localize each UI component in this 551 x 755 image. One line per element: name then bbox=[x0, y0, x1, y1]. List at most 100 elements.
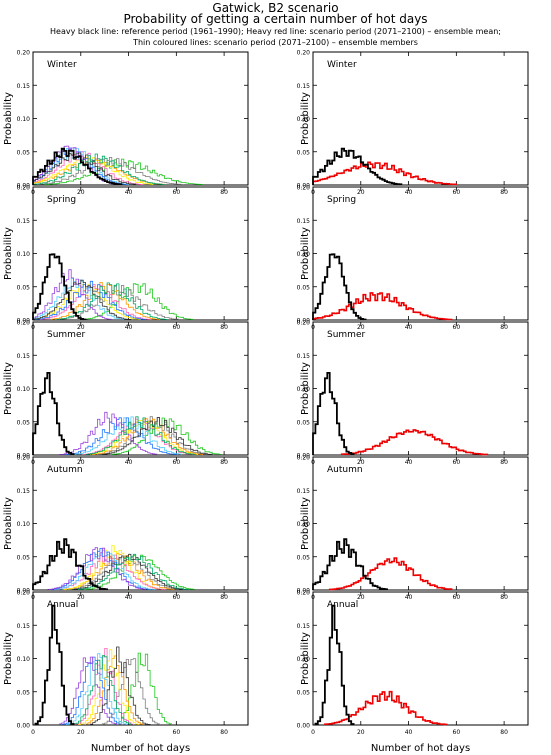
season-label: Autumn bbox=[47, 465, 83, 475]
x-tick-label: 80 bbox=[220, 729, 228, 736]
plot-frame bbox=[312, 186, 529, 321]
reference-series bbox=[312, 253, 367, 321]
y-tick-label: 0.00 bbox=[297, 318, 311, 325]
x-tick-label: 20 bbox=[357, 189, 365, 196]
y-tick-label: 0.20 bbox=[17, 50, 31, 57]
x-tick-label: 0 bbox=[311, 729, 315, 736]
member-series-10 bbox=[70, 655, 132, 725]
member-series-9 bbox=[89, 646, 151, 725]
y-tick-label: 0.20 bbox=[297, 185, 311, 192]
member-series-6 bbox=[73, 416, 182, 455]
y-tick-label: 0.00 bbox=[297, 453, 311, 460]
y-tick-label: 0.20 bbox=[17, 590, 31, 597]
x-tick-label: 80 bbox=[500, 189, 508, 196]
y-tick-label: 0.15 bbox=[17, 623, 31, 630]
member-series-3 bbox=[92, 418, 203, 455]
y-tick-label: 0.10 bbox=[297, 521, 311, 528]
member-series-5 bbox=[73, 648, 134, 725]
reference-series bbox=[312, 147, 403, 186]
y-tick-label: 0.10 bbox=[17, 386, 31, 393]
x-tick-label: 0 bbox=[31, 729, 35, 736]
y-axis-label: Probability bbox=[300, 362, 311, 415]
y-axis-label: Probability bbox=[300, 227, 311, 280]
x-tick-label: 80 bbox=[220, 459, 228, 466]
x-tick-label: 80 bbox=[220, 189, 228, 196]
member-series-10 bbox=[32, 153, 165, 185]
plot-frame bbox=[312, 51, 529, 186]
y-tick-label: 0.10 bbox=[17, 521, 31, 528]
y-tick-label: 0.10 bbox=[297, 656, 311, 663]
member-series-6 bbox=[66, 653, 127, 725]
x-tick-label: 40 bbox=[405, 729, 413, 736]
x-tick-label: 80 bbox=[500, 594, 508, 601]
y-tick-label: 0.15 bbox=[17, 488, 31, 495]
x-tick-label: 20 bbox=[77, 324, 85, 331]
panel-autumn-mean: 0.000.050.100.150.200 20 40 60 80AutumnProba… bbox=[297, 455, 529, 601]
y-axis-label: Probability bbox=[3, 227, 14, 280]
y-tick-label: 0.10 bbox=[17, 251, 31, 258]
member-series-2 bbox=[37, 157, 184, 185]
plot-frame bbox=[32, 456, 249, 591]
y-tick-label: 0.10 bbox=[297, 386, 311, 393]
y-tick-label: 0.00 bbox=[17, 453, 31, 460]
legend-text-line2: Thin coloured lines: scenario period (20… bbox=[133, 38, 418, 47]
x-tick-label: 20 bbox=[77, 459, 85, 466]
x-tick-label: 40 bbox=[125, 324, 133, 331]
panel-spring-members: 0.000.050.100.150.200 20 40 60 80SpringProba… bbox=[3, 185, 249, 331]
y-tick-label: 0.10 bbox=[17, 116, 31, 123]
x-tick-label: 60 bbox=[173, 459, 181, 466]
reference-series bbox=[34, 604, 75, 725]
x-tick-label: 60 bbox=[453, 459, 461, 466]
panel-spring-mean: 0.000.050.100.150.200 20 40 60 80SpringProba… bbox=[297, 185, 529, 331]
x-tick-label: 20 bbox=[77, 189, 85, 196]
panel-annual-mean: 0.00 0.05 0.10 0.15 0.20 0 20 40 60 80 Annual Proba… bbox=[297, 590, 529, 736]
member-series-8 bbox=[46, 547, 146, 590]
chart-subtitle: Probability of getting a certain number … bbox=[123, 12, 428, 26]
member-series-10 bbox=[56, 282, 168, 320]
reference-series bbox=[314, 604, 355, 725]
reference-series bbox=[32, 372, 75, 455]
y-tick-label: 0.00 bbox=[297, 183, 311, 190]
season-label: Summer bbox=[47, 330, 85, 340]
y-tick-label: 0.05 bbox=[17, 149, 31, 156]
reference-series bbox=[32, 147, 123, 186]
y-tick-label: 0.15 bbox=[17, 353, 31, 360]
member-series-9 bbox=[73, 553, 184, 590]
member-series-3 bbox=[85, 655, 144, 725]
ensemble-mean-series bbox=[324, 690, 448, 726]
x-tick-label: 20 bbox=[77, 729, 85, 736]
x-tick-label: 60 bbox=[453, 594, 461, 601]
x-tick-label: 80 bbox=[500, 324, 508, 331]
y-tick-label: 0.05 bbox=[17, 689, 31, 696]
y-tick-label: 0.10 bbox=[297, 116, 311, 123]
x-tick-label: 40 bbox=[125, 594, 133, 601]
x-tick-label: 60 bbox=[173, 189, 181, 196]
x-tick-label: 60 bbox=[173, 594, 181, 601]
y-tick-label: 0.20 bbox=[297, 455, 311, 462]
x-tick-label: 60 bbox=[453, 324, 461, 331]
ensemble-mean-series bbox=[312, 161, 458, 186]
plot-frame bbox=[312, 321, 529, 456]
x-tick-label: 40 bbox=[125, 189, 133, 196]
y-tick-label: 0.20 bbox=[297, 50, 311, 57]
x-tick-label: 20 bbox=[77, 594, 85, 601]
y-tick-label: 0.05 bbox=[297, 419, 311, 426]
y-axis-label: Probability bbox=[3, 632, 14, 685]
y-tick-label: 0.15 bbox=[297, 488, 311, 495]
y-tick-label: 0.15 bbox=[297, 623, 311, 630]
x-tick-label: 40 bbox=[125, 729, 133, 736]
y-tick-label: 0.20 bbox=[297, 320, 311, 327]
x-tick-label: 80 bbox=[500, 459, 508, 466]
panel-annual-members: 0.00 0.05 0.10 0.15 0.20 0 20 40 60 80 Annual Proba… bbox=[3, 590, 249, 736]
y-tick-label: 0.05 bbox=[17, 419, 31, 426]
x-tick-label: 40 bbox=[125, 459, 133, 466]
panel-autumn-members: 0.000.050.100.150.200 20 40 60 80AutumnProba… bbox=[3, 455, 249, 601]
y-tick-label: 0.10 bbox=[17, 656, 31, 663]
x-tick-label: 40 bbox=[405, 324, 413, 331]
y-tick-label: 0.05 bbox=[17, 554, 31, 561]
season-label: Spring bbox=[327, 195, 356, 205]
x-tick-label: 60 bbox=[173, 729, 181, 736]
x-tick-label: 20 bbox=[357, 324, 365, 331]
x-tick-label: 60 bbox=[453, 189, 461, 196]
